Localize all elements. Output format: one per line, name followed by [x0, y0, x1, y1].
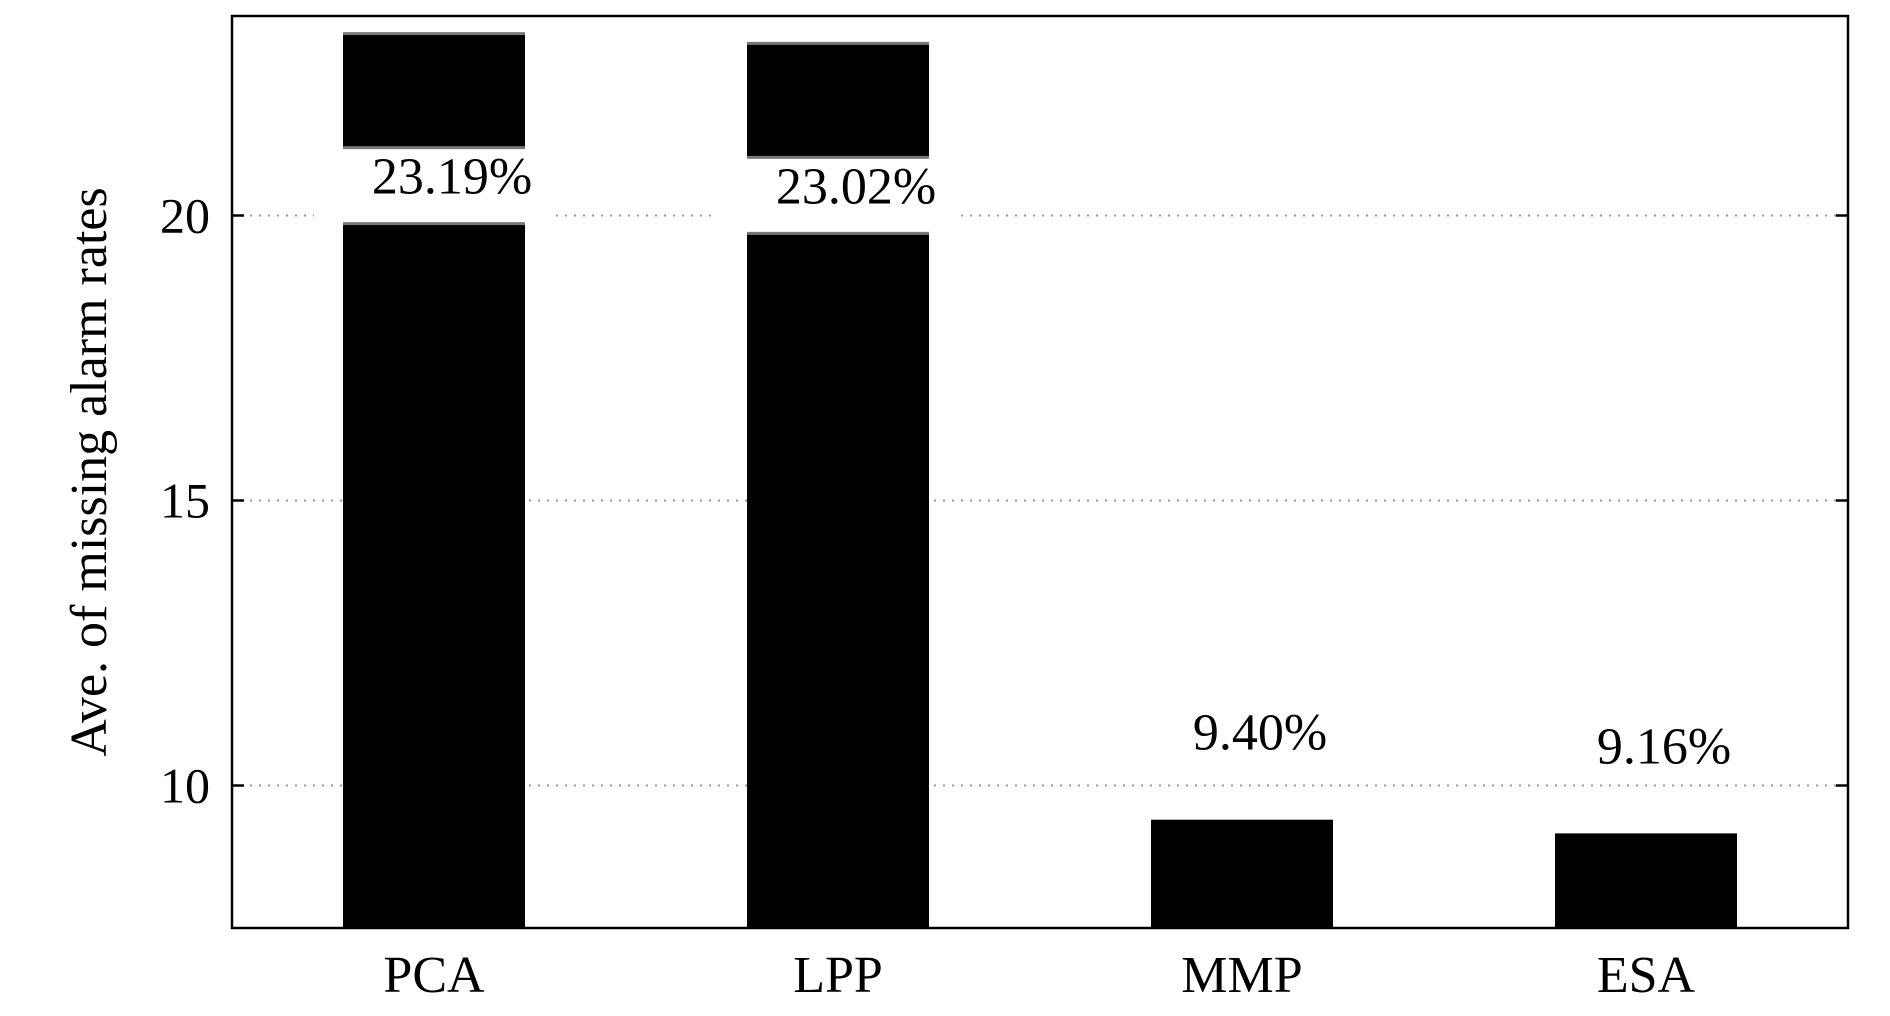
bar-mmp [1151, 819, 1333, 928]
data-label: 9.40% [1193, 705, 1327, 762]
data-label: 23.02% [776, 158, 936, 215]
bar-lpp [747, 43, 929, 158]
plot-frame [230, 14, 1850, 930]
y-axis-title: Ave. of missing alarm rates [61, 187, 118, 756]
x-tick-label: MMP [1181, 947, 1302, 1004]
y-tick-label: 20 [160, 188, 210, 244]
bar-pca [343, 33, 525, 148]
y-tick-label: 10 [160, 758, 210, 814]
data-labels: 23.19% 23.02% 9.40% 9.16% [372, 149, 1731, 776]
gridlines [232, 147, 1848, 787]
x-tick-labels: PCA LPP MMP ESA [383, 947, 1695, 1004]
bar-pca-lower [343, 223, 525, 929]
data-label: 23.19% [372, 149, 532, 206]
label-backdrop [718, 157, 958, 234]
label-backdrop [314, 147, 554, 224]
label-backdrop [1536, 715, 1756, 782]
bar-lpp-lower [747, 233, 929, 929]
x-tick-label: LPP [793, 947, 883, 1004]
x-tick-label: PCA [383, 947, 485, 1004]
label-backdrop [1132, 701, 1352, 768]
y-ticks: 10 15 20 [160, 188, 1848, 814]
data-label: 9.16% [1597, 718, 1731, 775]
x-tick-label: ESA [1597, 947, 1696, 1004]
bar-esa [1555, 833, 1737, 928]
y-tick-label: 15 [160, 473, 210, 529]
bars [343, 32, 1737, 929]
